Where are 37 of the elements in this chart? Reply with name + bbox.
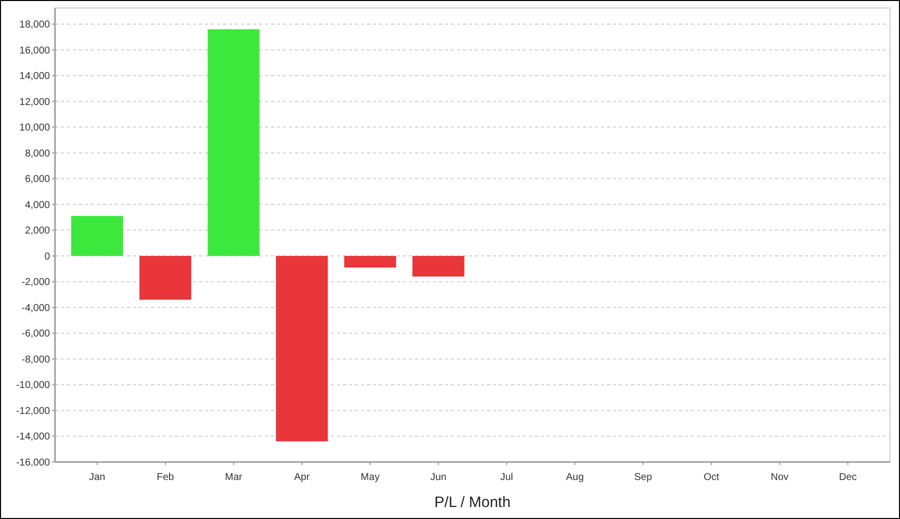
x-tick-label: Jan [89,472,106,483]
y-tick-label: 12,000 [19,96,50,108]
y-tick-label: 4,000 [24,200,50,211]
y-tick-label: 10,000 [19,122,50,134]
bar [412,256,464,277]
bar [344,256,396,268]
x-tick-label: Sep [634,472,652,483]
x-tick-label: Apr [294,472,310,483]
y-tick-label: -12,000 [16,406,50,417]
y-tick-label: 0 [44,251,50,262]
y-tick-label: 16,000 [19,45,50,56]
bar [139,256,192,300]
x-tick-label: Oct [704,472,720,483]
y-tick-label: 2,000 [24,226,50,237]
x-tick-label: Feb [156,472,174,483]
bar [208,29,260,256]
y-tick-label: -8,000 [22,354,50,366]
y-tick-label: 18,000 [19,20,50,31]
x-axis-title: P/L / Month [434,494,511,511]
x-tick-label: Dec [838,472,857,483]
x-tick-label: May [360,472,380,483]
y-tick-label: -10,000 [16,380,50,392]
y-tick-label: -14,000 [16,432,50,443]
y-tick-label: -2,000 [22,277,50,288]
x-tick-label: Jul [500,472,514,483]
x-tick-label: Jun [430,472,446,483]
y-tick-label: -4,000 [22,302,50,314]
y-tick-label: 8,000 [24,148,50,160]
bar [71,216,124,256]
y-tick-label: -6,000 [22,328,50,340]
y-tick-label: -16,000 [16,458,50,468]
x-tick-label: Aug [566,472,584,483]
x-tick-label: Mar [225,472,243,483]
y-tick-label: 6,000 [24,174,50,186]
bar [276,256,328,442]
x-tick-label: Nov [770,472,789,483]
y-tick-label: 14,000 [19,71,50,82]
